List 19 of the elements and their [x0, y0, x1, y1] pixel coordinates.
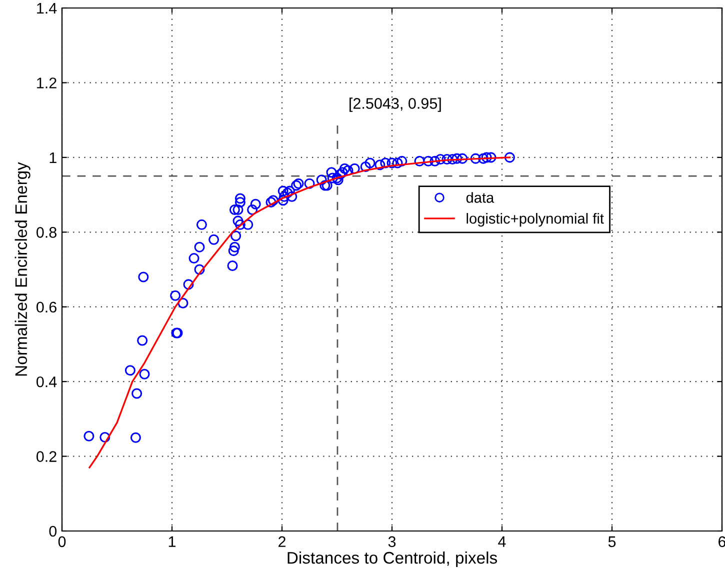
y-tick-label: 0.2	[36, 451, 56, 462]
x-tick-label: 2	[278, 536, 286, 547]
y-tick-label: 0	[49, 526, 57, 537]
y-tick-label: 1.4	[37, 3, 57, 14]
y-tick-label: 0.8	[36, 227, 56, 238]
legend-label: logistic+polynomial fit	[466, 213, 604, 227]
x-tick-label: 0	[58, 536, 66, 548]
x-axis-title: Distances to Centroid, pixels	[288, 551, 498, 568]
y-tick-label: 0.4	[36, 376, 57, 388]
y-tick-label: 1	[50, 152, 56, 163]
y-tick-label: 1.2	[37, 78, 56, 88]
y-tick-label: 0.6	[36, 302, 56, 313]
legend-label: data	[466, 192, 494, 203]
y-axis-title: Normalized Encircled Energy	[14, 162, 30, 376]
x-tick-label: 4	[498, 536, 506, 547]
annotation: [2.5043, 0.95]	[350, 98, 441, 112]
x-tick-label: 5	[608, 536, 616, 548]
x-tick-label: 1	[168, 536, 176, 547]
x-tick-label: 3	[388, 536, 396, 548]
